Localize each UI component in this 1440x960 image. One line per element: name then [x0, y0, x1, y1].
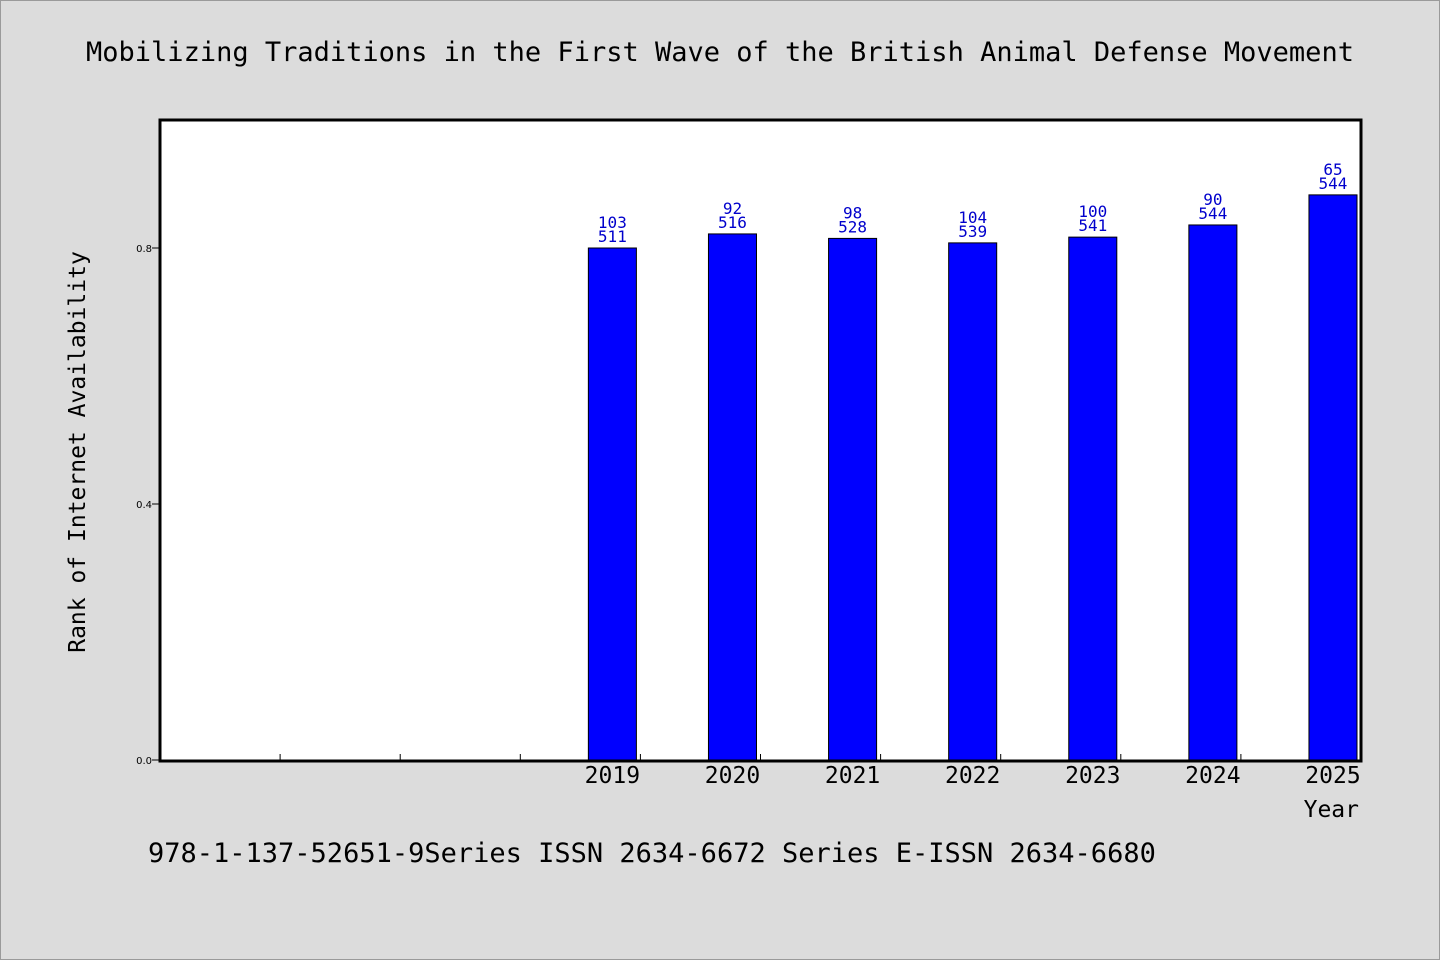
bar	[1308, 194, 1358, 761]
data-label: 104	[958, 208, 987, 227]
footer-isbn-text: 978-1-137-52651-9Series ISSN 2634-6672 S…	[148, 838, 1156, 869]
bar	[587, 247, 637, 761]
plot-area	[160, 120, 1361, 761]
y-tick-label: 0.0	[136, 756, 152, 767]
x-tick-label: 2019	[585, 763, 640, 789]
data-label: 528	[838, 217, 867, 236]
data-label: 539	[958, 222, 987, 241]
bar	[1068, 236, 1118, 761]
data-label: 92	[723, 199, 742, 218]
x-tick-label: 2025	[1305, 763, 1360, 789]
x-tick-label: 2023	[1065, 763, 1120, 789]
x-tick-label: 2024	[1185, 763, 1240, 789]
data-label: 103	[598, 213, 627, 232]
data-label: 98	[843, 203, 862, 222]
bar	[948, 242, 998, 761]
y-tick-label: 0.4	[136, 500, 152, 511]
data-label: 65	[1323, 160, 1342, 179]
y-tick-label: 0.8	[136, 244, 152, 255]
data-label: 511	[598, 227, 627, 246]
plot-border	[158, 118, 1363, 763]
bar	[1188, 224, 1238, 761]
data-label: 90	[1203, 190, 1222, 209]
ticks-group: 0.0 0.4 0.8 2019 2020 2021 2022 2023 2024 2025	[136, 244, 1361, 789]
data-label: 100	[1078, 202, 1107, 221]
data-label: 541	[1078, 216, 1107, 235]
data-label: 544	[1319, 174, 1348, 193]
x-axis-label: Year	[1304, 797, 1359, 823]
bar	[707, 233, 758, 761]
data-label: 544	[1198, 204, 1227, 223]
x-tick-label: 2022	[945, 763, 1000, 789]
data-label: 516	[718, 213, 747, 232]
y-axis-label: Rank of Internet Availability	[65, 251, 91, 653]
x-tick-label: 2020	[705, 763, 760, 789]
chart-title: Mobilizing Traditions in the First Wave …	[86, 37, 1354, 68]
x-tick-label: 2021	[825, 763, 880, 789]
bar	[828, 237, 878, 761]
